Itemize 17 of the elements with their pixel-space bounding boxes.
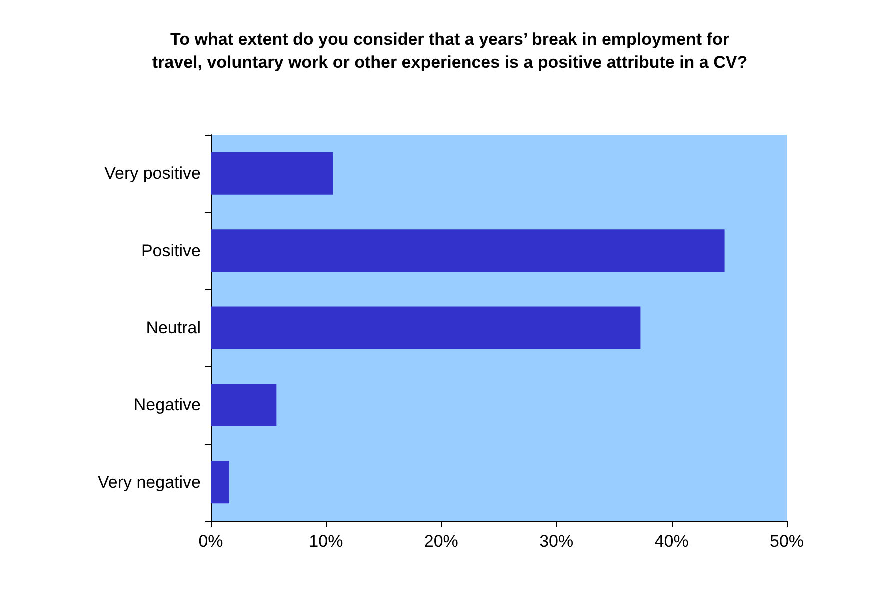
bar [211,230,725,272]
x-tick-label: 50% [770,532,804,551]
y-tick-label: Negative [134,396,201,415]
x-tick-label: 10% [309,532,344,551]
y-tick-label: Very positive [104,164,201,184]
bar [211,384,277,426]
x-tick-label: 0% [198,532,224,551]
chart-title: To what extent do you consider that a years’ break in employment for travel, voluntary work or other experiences is a positive attribute in a CV? [151,29,749,74]
x-tick-label: 30% [540,532,574,551]
y-tick-label: Positive [141,241,201,260]
bar [211,152,334,195]
y-tick-label: Very negative [98,472,201,492]
y-tick-label: Neutral [146,318,201,338]
x-tick-label: 20% [424,532,458,551]
bar [211,461,230,504]
bar [211,306,641,350]
x-tick-label: 40% [654,532,689,551]
